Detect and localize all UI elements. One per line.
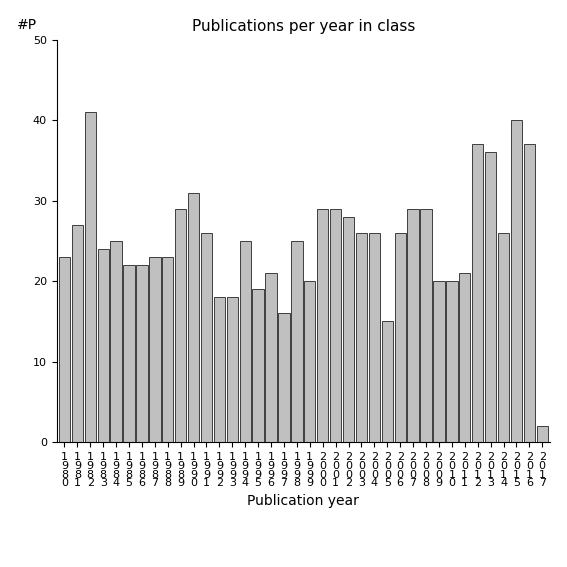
Bar [201,233,212,442]
Bar [188,193,199,442]
Bar [124,265,135,442]
Bar [511,120,522,442]
Bar [84,112,96,442]
Bar [524,145,535,442]
Bar [304,281,315,442]
Bar [433,281,445,442]
Bar [498,233,509,442]
Bar [239,241,251,442]
Bar [214,297,225,442]
Bar [227,297,238,442]
Bar [395,233,406,442]
Bar [472,145,483,442]
Bar [59,257,70,442]
Bar [356,233,367,442]
Bar [343,217,354,442]
Bar [149,257,160,442]
Bar [291,241,303,442]
X-axis label: Publication year: Publication year [247,494,359,508]
Bar [71,225,83,442]
Bar [136,265,147,442]
Bar [278,314,290,442]
Bar [459,273,471,442]
Title: Publications per year in class: Publications per year in class [192,19,415,35]
Bar [111,241,122,442]
Bar [420,209,431,442]
Bar [536,426,548,442]
Bar [175,209,187,442]
Bar [408,209,419,442]
Bar [162,257,174,442]
Text: #P: #P [17,18,37,32]
Bar [485,153,496,442]
Bar [98,249,109,442]
Bar [317,209,328,442]
Bar [369,233,380,442]
Bar [330,209,341,442]
Bar [446,281,458,442]
Bar [382,321,393,442]
Bar [252,289,264,442]
Bar [265,273,277,442]
